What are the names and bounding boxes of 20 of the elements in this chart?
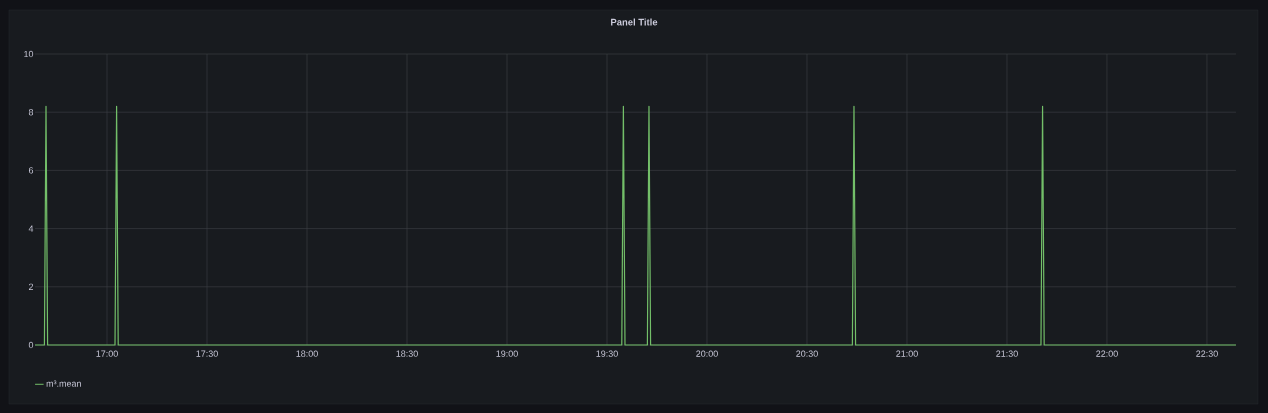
x-tick-label: 20:00 [696,350,718,357]
x-tick-label: 20:30 [796,350,818,357]
y-tick-label: 8 [28,109,34,116]
x-tick-label: 21:00 [896,350,918,357]
y-tick-label: 2 [28,283,34,290]
x-tick-label: 19:00 [496,350,518,357]
y-tick-label: 0 [28,341,34,349]
y-tick-label: 10 [24,50,34,58]
x-tick-label: 18:30 [396,350,418,357]
x-tick-label: 18:00 [296,350,318,357]
y-tick-label: 4 [28,225,34,232]
x-tick-label: 22:30 [1196,350,1218,357]
x-tick-label: 22:00 [1096,350,1118,357]
chart-title: Panel Title [611,18,658,26]
x-tick-label: 21:30 [996,350,1018,357]
x-tick-label: 19:30 [596,350,618,357]
x-tick-label: 17:30 [196,350,218,357]
legend-label: m³.mean [46,380,81,387]
y-tick-label: 6 [28,167,34,174]
x-tick-label: 17:00 [96,350,118,357]
